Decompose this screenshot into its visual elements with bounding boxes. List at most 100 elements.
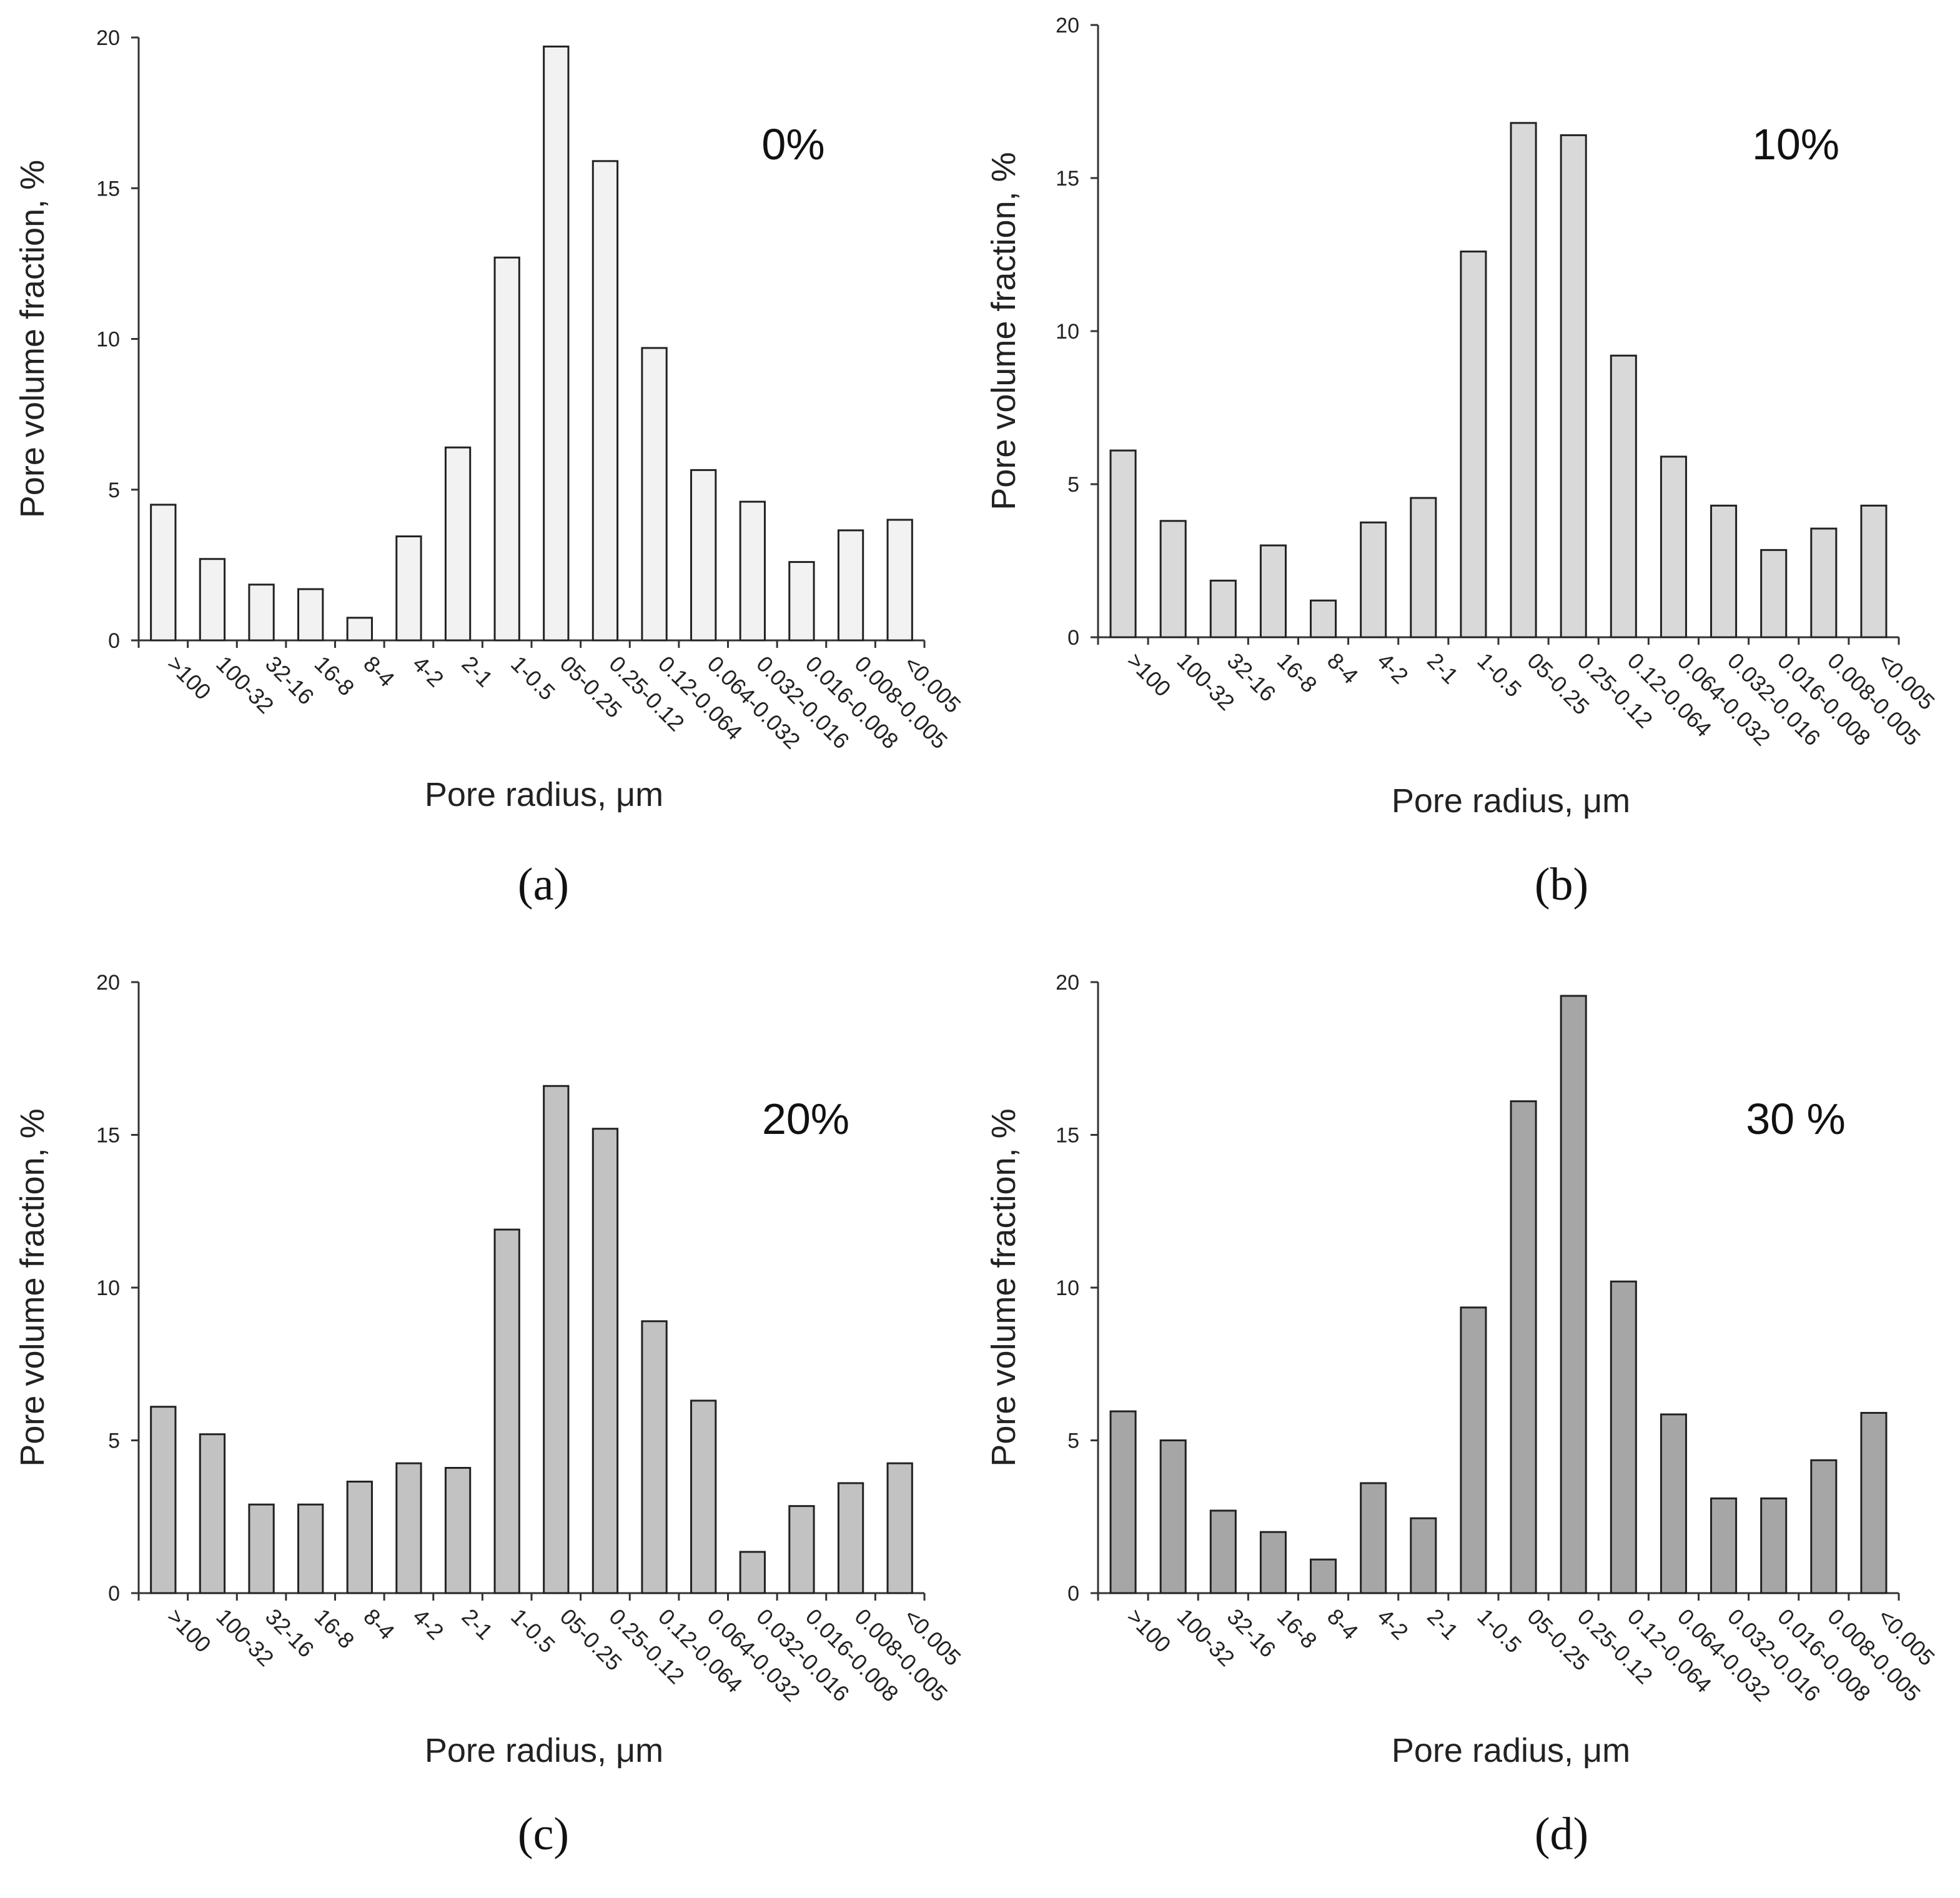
y-axis-title: Pore volume fraction, % [14, 1108, 51, 1466]
panel-caption: (c) [518, 1809, 569, 1860]
bar-0.12-0.064 [1610, 354, 1637, 638]
y-tick-label: 10 [1056, 1276, 1079, 1300]
bar-05-0.25 [543, 45, 570, 642]
y-tick-label: 20 [96, 971, 120, 995]
y-tick-label: 15 [96, 1124, 120, 1148]
bar-2-1 [444, 446, 472, 642]
x-tick-label: 1-0.5 [506, 1604, 560, 1658]
bar-05-0.25 [543, 1085, 570, 1594]
x-tick-label: 8-4 [359, 1604, 400, 1645]
panel-title: 0% [761, 120, 824, 169]
y-tick-label: 10 [96, 328, 120, 352]
bar-32-16 [248, 584, 275, 642]
y-tick-label: 5 [108, 479, 120, 502]
bar->100 [150, 504, 177, 642]
bar-4-2 [395, 1462, 422, 1594]
y-tick-label: 0 [1067, 1582, 1079, 1606]
bar-0.016-0.008 [788, 1505, 815, 1594]
x-tick-label: 8-4 [359, 651, 400, 692]
y-tick-label: 15 [96, 177, 120, 201]
y-axis-title: Pore volume fraction, % [14, 160, 51, 518]
bar-2-1 [444, 1467, 472, 1594]
bar-32-16 [1209, 579, 1237, 638]
bar-0.12-0.064 [641, 1320, 668, 1594]
x-tick-label: 8-4 [1322, 1604, 1364, 1645]
x-tick-label: 2-1 [1422, 1604, 1463, 1645]
bar-8-4 [1310, 1558, 1337, 1594]
bar-0.064-0.032 [1660, 455, 1687, 638]
bar-4-2 [1360, 521, 1387, 638]
panel-caption: (b) [1535, 859, 1588, 910]
y-tick-label: 0 [108, 1582, 120, 1606]
bar-0.064-0.032 [690, 1399, 717, 1594]
bar-8-4 [346, 617, 373, 642]
y-tick-label: 10 [1056, 320, 1079, 344]
bar-4-2 [395, 535, 422, 642]
bar-0.008-0.005 [1810, 527, 1838, 638]
bar->100 [150, 1406, 177, 1594]
x-tick-label: >100 [1122, 1604, 1176, 1657]
x-tick-label: 16-8 [1272, 648, 1322, 698]
bar-0.016-0.008 [1760, 1497, 1788, 1594]
bar-0.12-0.064 [641, 347, 668, 642]
bar-2-1 [1410, 497, 1437, 638]
bar-1-0.5 [1460, 251, 1487, 638]
x-tick-label: 4-2 [408, 651, 449, 692]
x-tick-label: 2-1 [1422, 648, 1463, 689]
bar-<0.005 [1860, 504, 1888, 638]
x-tick-label: 4-2 [408, 1604, 449, 1645]
x-tick-label: 1-0.5 [506, 651, 560, 705]
y-tick-label: 15 [1056, 167, 1079, 191]
y-tick-label: 5 [108, 1429, 120, 1453]
bar-0.064-0.032 [1660, 1413, 1687, 1594]
bar-4-2 [1360, 1482, 1387, 1594]
bar-0.016-0.008 [1760, 549, 1788, 638]
x-axis-title: Pore radius, μm [425, 776, 663, 813]
bar-0.25-0.12 [591, 1128, 619, 1594]
bar-1-0.5 [493, 256, 520, 642]
bar-8-4 [346, 1481, 373, 1594]
bar-16-8 [1259, 544, 1287, 638]
x-tick-label: >100 [162, 1604, 216, 1657]
bar-32-16 [1209, 1509, 1237, 1594]
bar-05-0.25 [1510, 1100, 1537, 1594]
y-tick-label: 15 [1056, 1124, 1079, 1148]
y-tick-label: 20 [1056, 14, 1079, 37]
x-tick-label: 2-1 [457, 651, 498, 692]
bar-100-32 [199, 1433, 226, 1594]
bar->100 [1109, 449, 1137, 638]
bar-05-0.25 [1510, 122, 1537, 638]
bar-100-32 [1159, 520, 1187, 638]
bar-1-0.5 [493, 1228, 520, 1594]
bar-0.008-0.005 [1810, 1459, 1838, 1594]
panel-title: 10% [1752, 120, 1839, 169]
x-tick-label: 1-0.5 [1472, 648, 1527, 702]
y-tick-label: 5 [1067, 473, 1079, 497]
panel-title: 20% [762, 1095, 849, 1143]
bar->100 [1109, 1410, 1137, 1594]
bar-0.032-0.016 [739, 500, 766, 642]
bar-16-8 [297, 588, 324, 642]
y-tick-label: 10 [96, 1276, 120, 1300]
bar-32-16 [248, 1503, 275, 1594]
x-axis-title: Pore radius, μm [425, 1732, 663, 1769]
bar-1-0.5 [1460, 1306, 1487, 1594]
bar-0.016-0.008 [788, 561, 815, 642]
y-tick-label: 0 [108, 629, 120, 653]
x-tick-label: 4-2 [1372, 1604, 1413, 1645]
bar-16-8 [1259, 1531, 1287, 1594]
bar-<0.005 [886, 1462, 913, 1594]
bar-0.25-0.12 [591, 160, 619, 642]
x-tick-label: >100 [162, 651, 216, 705]
y-tick-label: 5 [1067, 1429, 1079, 1453]
panel-caption: (d) [1535, 1809, 1588, 1860]
x-axis-title: Pore radius, μm [1392, 1732, 1630, 1769]
x-tick-label: 8-4 [1322, 648, 1364, 689]
bar-0.032-0.016 [1710, 1497, 1738, 1594]
bar-2-1 [1410, 1517, 1437, 1594]
bar-0.064-0.032 [690, 469, 717, 642]
